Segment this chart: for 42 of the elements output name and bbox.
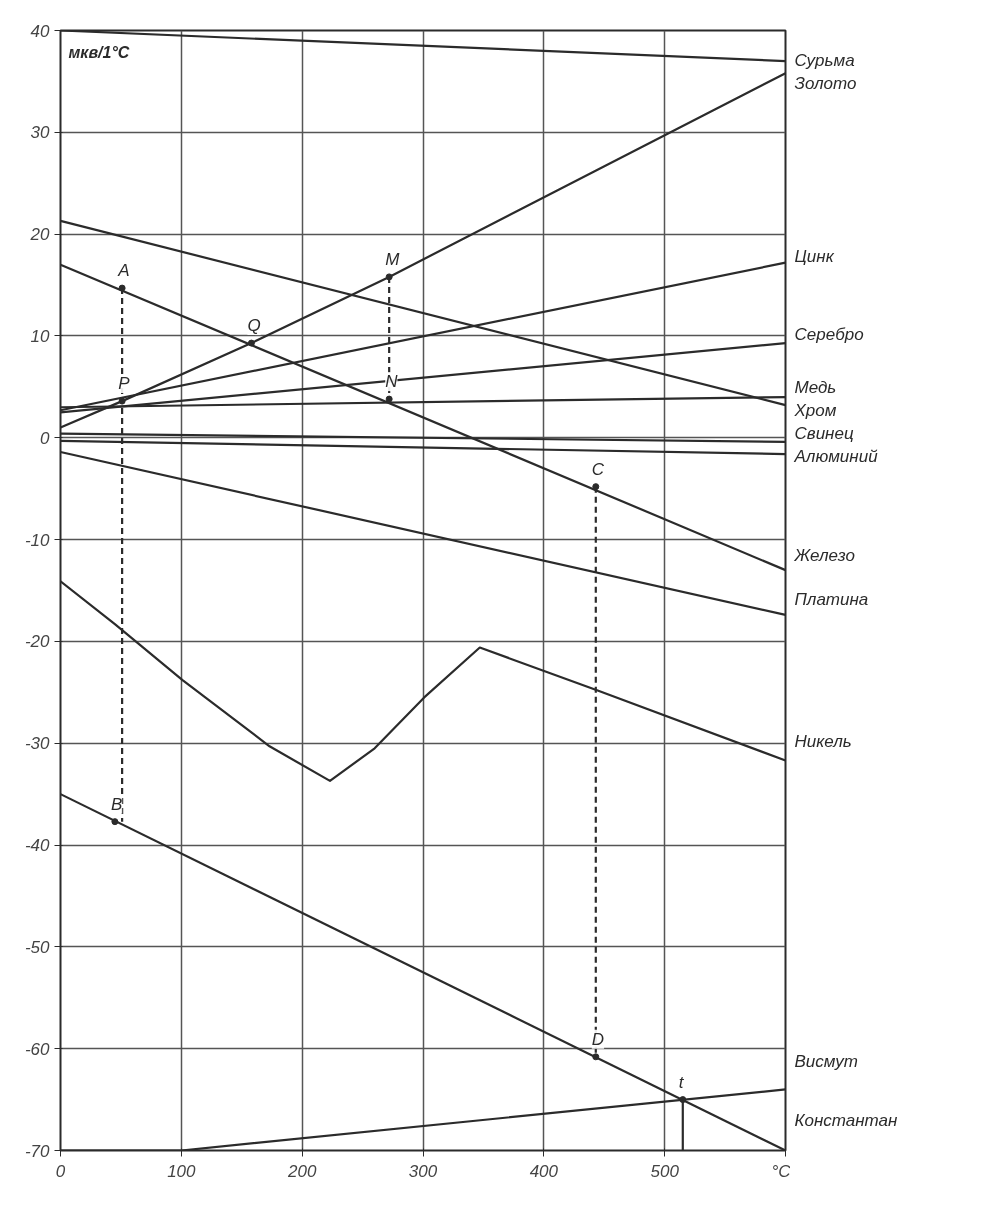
series-label: Свинец [794,423,854,443]
x-tick-label: 300 [408,1161,438,1181]
annotation: M [385,249,401,269]
series-label: Цинк [794,246,835,266]
annotation: B [110,794,123,814]
y-tick-label: -50 [24,937,51,957]
y-tick-label: 30 [30,123,51,143]
y-tick-label: -60 [24,1039,51,1059]
series-label: Платина [794,589,869,609]
series-label: Константан [794,1111,899,1131]
y-tick-label: -20 [24,632,51,652]
annotation: C [591,459,605,479]
x-tick-label: 200 [286,1161,317,1181]
annotation: t [678,1072,685,1092]
y-tick-label: 0 [40,428,51,448]
x-tick-label: 100 [167,1161,197,1181]
annotation: P [118,374,131,394]
x-tick-label: 400 [529,1161,559,1181]
y-tick-label: -40 [24,836,51,856]
x-tick-label: °C [771,1161,792,1181]
series-label: Серебро [794,325,864,345]
series-label: Алюминий [793,446,879,466]
annotation: N [385,372,399,392]
annotation: A [117,261,130,281]
y-tick-label: 10 [30,326,51,346]
series-label: Висмут [794,1051,858,1071]
annotation: Q [247,316,261,336]
y-axis-title: мкв/1°C [68,43,130,61]
series-label: Золото [794,73,857,93]
y-tick-label: 20 [29,225,51,245]
y-tick-label: 40 [30,21,51,41]
y-tick-label: -70 [24,1141,51,1161]
x-tick-label: 0 [55,1161,66,1181]
series-label: Медь [794,377,837,397]
series-label: Железо [793,546,855,566]
y-tick-label: -30 [24,734,51,754]
annotation: D [591,1029,605,1049]
y-tick-label: -10 [24,530,51,550]
x-tick-label: 500 [650,1161,680,1181]
series-label: Хром [793,400,837,420]
series-label: Сурьма [794,50,855,70]
series-label: Никель [794,731,852,751]
